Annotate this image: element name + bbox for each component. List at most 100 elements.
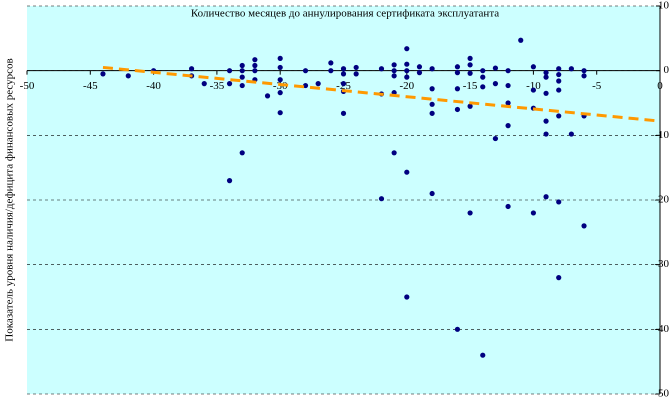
point	[277, 64, 283, 71]
point	[264, 93, 271, 99]
point	[530, 87, 537, 93]
point	[467, 55, 473, 61]
y-tick-label: -10	[654, 129, 669, 141]
point	[429, 190, 435, 197]
point	[454, 70, 461, 76]
point	[188, 66, 195, 72]
point	[518, 37, 524, 43]
y-tick-label: -20	[654, 194, 669, 206]
point	[277, 90, 283, 96]
point	[252, 62, 258, 69]
point	[416, 70, 423, 76]
y-tick-label: -30	[654, 258, 669, 270]
point	[429, 86, 435, 92]
point	[492, 65, 499, 71]
x-tick-label: -40	[146, 80, 161, 92]
point	[277, 110, 283, 116]
point	[252, 57, 258, 63]
point	[378, 196, 385, 202]
point	[404, 169, 410, 175]
point	[252, 68, 258, 74]
point	[454, 326, 461, 332]
point	[340, 81, 347, 87]
point	[467, 62, 473, 68]
point	[353, 71, 359, 77]
point	[429, 66, 435, 72]
point	[480, 68, 486, 74]
point	[581, 68, 587, 74]
trendline	[102, 65, 661, 123]
point	[100, 71, 106, 77]
point	[404, 61, 410, 67]
point	[328, 68, 334, 74]
point	[239, 74, 245, 80]
x-tick-label: -30	[273, 80, 288, 92]
point	[302, 68, 309, 74]
point	[277, 55, 283, 61]
point	[239, 62, 245, 69]
point	[492, 135, 499, 142]
point	[556, 78, 562, 84]
point	[454, 106, 461, 113]
point	[543, 70, 549, 76]
point	[543, 194, 549, 200]
point	[340, 71, 347, 77]
x-tick-label: -15	[463, 80, 478, 92]
point	[530, 64, 537, 70]
point	[467, 70, 473, 76]
point	[404, 46, 410, 52]
point	[505, 203, 511, 210]
point	[543, 118, 549, 124]
x-tick-label: -20	[399, 80, 414, 92]
x-tick-label: -50	[20, 80, 35, 92]
point	[454, 86, 461, 92]
point	[480, 74, 486, 80]
point	[556, 66, 562, 72]
plot-area	[27, 6, 660, 394]
point	[480, 352, 486, 358]
point	[239, 68, 245, 74]
point	[404, 294, 410, 300]
point	[556, 113, 562, 119]
point	[467, 210, 473, 216]
point	[391, 73, 397, 79]
point	[480, 84, 486, 90]
x-tick-label: -25	[336, 80, 351, 92]
point	[505, 100, 511, 106]
y-tick-label: 0	[664, 64, 670, 76]
x-tick-label: -35	[210, 80, 225, 92]
point	[201, 81, 207, 87]
point	[239, 82, 245, 89]
point	[391, 150, 397, 156]
x-tick-label: -5	[592, 80, 602, 92]
point	[454, 64, 461, 70]
point	[505, 82, 511, 89]
point	[543, 74, 549, 80]
y-tick-label: -50	[654, 388, 669, 400]
point	[568, 131, 574, 137]
point	[505, 68, 511, 74]
y-axis-label: Показатель уровня наличия/дефицита финан…	[4, 58, 16, 341]
point	[239, 150, 245, 156]
point	[353, 64, 359, 71]
point	[125, 73, 131, 79]
point	[581, 73, 587, 79]
y-tick-label: 10	[658, 0, 670, 12]
point	[568, 66, 574, 72]
point	[581, 223, 587, 229]
point	[556, 87, 562, 93]
point	[404, 68, 410, 74]
y-tick-label: -40	[654, 323, 669, 335]
point	[277, 77, 283, 83]
point	[467, 103, 473, 109]
point	[530, 210, 537, 216]
point	[556, 275, 562, 281]
point	[556, 71, 562, 78]
point	[226, 178, 233, 184]
point	[543, 90, 549, 96]
point	[556, 199, 562, 205]
point	[315, 81, 321, 87]
chart-title: Количество месяцев до аннулирования серт…	[191, 8, 499, 20]
point	[340, 66, 347, 72]
